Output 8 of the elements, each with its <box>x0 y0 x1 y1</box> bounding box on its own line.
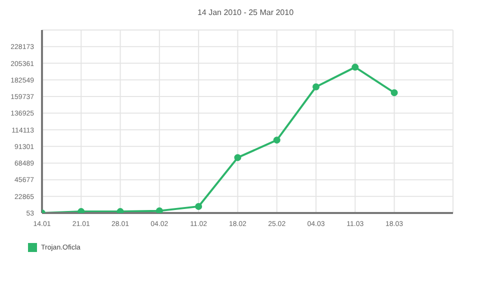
point <box>390 89 398 96</box>
point <box>195 202 202 210</box>
point <box>273 136 280 144</box>
point <box>234 154 242 162</box>
point <box>156 207 163 213</box>
point <box>312 83 320 90</box>
point <box>352 64 359 71</box>
chart-title: 14 Jan 2010 - 25 Mar 2010 <box>196 8 295 19</box>
